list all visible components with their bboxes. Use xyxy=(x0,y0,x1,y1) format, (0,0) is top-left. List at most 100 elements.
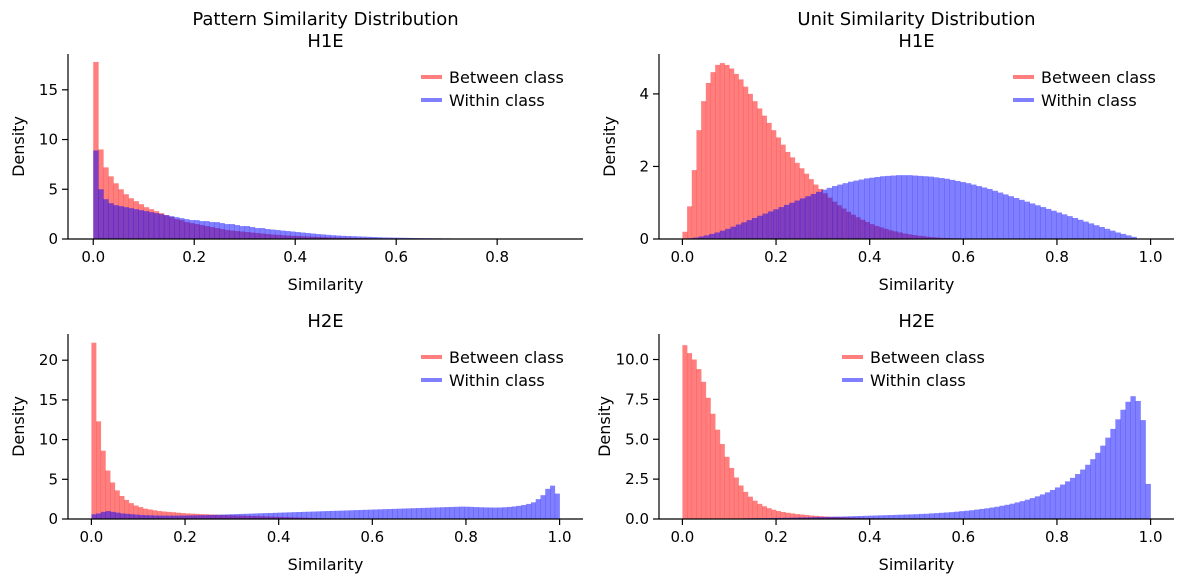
histogram-bar xyxy=(725,457,730,519)
histogram-bar xyxy=(954,512,959,519)
x-tick-label: 1.0 xyxy=(548,528,572,546)
histogram-bar xyxy=(1019,200,1025,239)
histogram-bar xyxy=(454,507,459,519)
histogram-bar xyxy=(955,181,961,239)
y-axis-label: Density xyxy=(600,116,619,177)
x-tick-label: 0.8 xyxy=(1045,528,1069,546)
histogram-bar xyxy=(1035,205,1041,239)
legend-label: Within class xyxy=(870,371,966,390)
histogram-bar xyxy=(521,505,526,519)
legend-label: Between class xyxy=(449,348,564,367)
y-tick-label: 10 xyxy=(39,431,58,449)
histogram-bar xyxy=(711,414,716,519)
histogram-bar xyxy=(316,511,321,519)
histogram-bar xyxy=(692,360,697,519)
histogram-bar xyxy=(768,211,774,239)
histogram-bar xyxy=(816,192,822,239)
histogram-bar xyxy=(899,515,904,519)
histogram-bar xyxy=(914,514,919,519)
histogram-bar xyxy=(483,507,488,519)
histogram-bar xyxy=(184,219,189,239)
histogram-bar xyxy=(1078,220,1084,239)
x-tick-label: 0.8 xyxy=(1045,248,1069,266)
histogram-bar xyxy=(1005,505,1010,519)
histogram-bar xyxy=(287,512,292,519)
histogram-bar xyxy=(974,510,979,519)
histogram-bar xyxy=(811,194,817,239)
histogram-bar xyxy=(752,218,758,239)
histogram-bar xyxy=(402,509,407,519)
histogram-bar xyxy=(103,199,108,239)
legend-label: Within class xyxy=(449,371,545,390)
histogram-bar xyxy=(762,506,767,519)
histogram-bar xyxy=(976,186,982,239)
histogram-bar xyxy=(96,421,101,519)
histogram-bar xyxy=(326,235,331,239)
x-tick-label: 0.6 xyxy=(951,528,975,546)
histogram-bar xyxy=(959,511,964,519)
histogram-bar xyxy=(832,186,838,239)
y-tick-label: 2 xyxy=(639,157,649,175)
histogram-bar xyxy=(748,94,753,239)
x-tick-label: 0.4 xyxy=(858,528,882,546)
histogram-bar xyxy=(392,509,397,519)
histogram-bar xyxy=(134,209,139,239)
chart-title: H2E xyxy=(898,311,934,332)
histogram-bar xyxy=(290,232,295,239)
histogram-bar xyxy=(1000,506,1005,519)
histogram-bar xyxy=(1115,232,1121,239)
histogram-bar xyxy=(805,196,811,239)
histogram-bar xyxy=(1085,465,1090,519)
histogram-bar xyxy=(939,178,945,239)
y-tick-label: 5 xyxy=(48,180,58,198)
histogram-bar xyxy=(250,227,255,239)
histogram-bar xyxy=(106,511,111,519)
histogram-bar xyxy=(240,514,245,519)
histogram-bar xyxy=(853,181,859,239)
histogram-bar xyxy=(283,512,288,519)
histogram-bar xyxy=(129,208,134,239)
histogram-bar xyxy=(125,514,130,519)
histogram-bar xyxy=(1120,410,1125,519)
histogram-bar xyxy=(225,224,230,239)
histogram-bar xyxy=(894,515,899,519)
histogram-bar xyxy=(199,221,204,239)
histogram-bar xyxy=(273,513,278,519)
histogram-bar xyxy=(440,507,445,519)
histogram-bar xyxy=(179,218,184,239)
histogram-bar xyxy=(101,451,106,519)
histogram-bar xyxy=(1080,470,1085,519)
histogram-bar xyxy=(235,225,240,239)
histogram-bar xyxy=(421,508,426,519)
x-tick-label: 0.6 xyxy=(360,528,384,546)
y-tick-label: 0 xyxy=(48,230,58,248)
histogram-bar xyxy=(359,510,364,519)
histogram-bar xyxy=(711,72,716,239)
x-tick-label: 0.4 xyxy=(283,248,307,266)
histogram-bar xyxy=(1030,203,1036,239)
histogram-bar xyxy=(1008,196,1014,239)
chart-title: H2E xyxy=(307,311,343,332)
histogram-bar xyxy=(1083,222,1089,239)
y-tick-label: 5.0 xyxy=(625,430,649,448)
histogram-bar xyxy=(821,190,827,239)
histogram-bar xyxy=(189,220,194,239)
histogram-bar xyxy=(1104,229,1110,239)
histogram-bar xyxy=(536,499,541,519)
histogram-bar xyxy=(1115,419,1120,519)
histogram-bar xyxy=(753,501,758,519)
histogram-bar xyxy=(305,233,310,239)
histogram-bar xyxy=(265,229,270,239)
histogram-bar xyxy=(295,232,300,239)
histogram-bar xyxy=(715,65,720,239)
histogram-bar xyxy=(1024,202,1030,239)
histogram-bar xyxy=(864,178,870,239)
histogram-bar xyxy=(1075,474,1080,519)
histogram-bar xyxy=(354,510,359,519)
legend-label: Between class xyxy=(1041,68,1156,87)
histogram-bar xyxy=(885,176,891,239)
histogram-bar xyxy=(771,510,776,519)
histogram-bar xyxy=(149,212,154,239)
histogram-bar xyxy=(964,511,969,519)
histogram-bar xyxy=(134,515,139,519)
